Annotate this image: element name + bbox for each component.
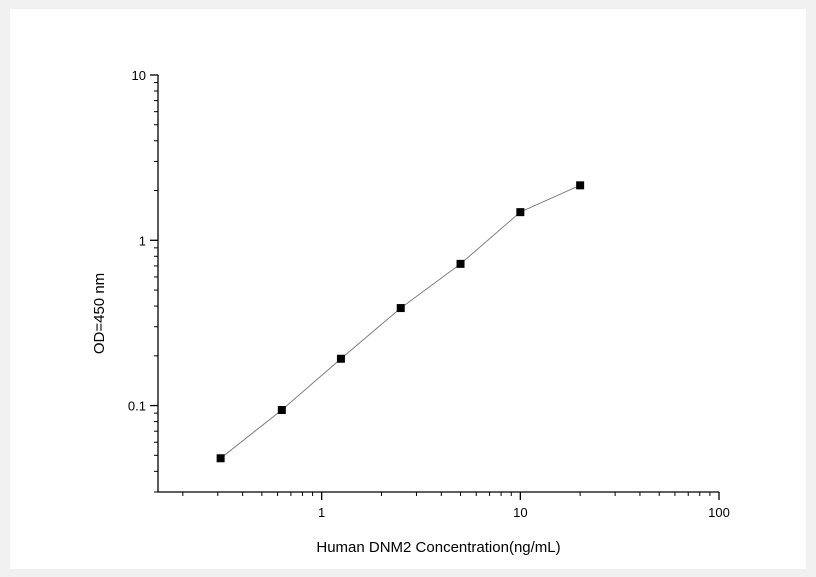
data-point	[277, 406, 286, 415]
x-axis-title: Human DNM2 Concentration(ng/mL)	[316, 539, 560, 556]
x-tick-label: 10	[513, 505, 527, 520]
y-tick-label: 0.1	[128, 399, 146, 414]
ticks: 1 10 100 0.1 1 10	[128, 68, 730, 520]
chart-frame: 1 10 100 0.1 1 10 Human DNM2 Concentration(ng…	[10, 9, 806, 569]
chart-svg: 1 10 100 0.1 1 10 Human DNM2 Concentration(ng…	[91, 68, 730, 556]
x-tick-label: 1	[318, 505, 325, 520]
series-line	[220, 184, 581, 459]
y-tick-label: 10	[132, 68, 146, 83]
y-tick-label: 1	[139, 233, 146, 248]
x-tick-label: 100	[708, 505, 730, 520]
data-point	[516, 208, 525, 217]
axes	[157, 75, 719, 493]
data-point	[336, 354, 345, 363]
data-point	[216, 454, 225, 463]
series	[216, 181, 585, 463]
data-point	[456, 259, 465, 268]
data-point	[396, 304, 405, 313]
y-axis-title: OD=450 nm	[91, 273, 108, 354]
data-point	[576, 181, 585, 190]
